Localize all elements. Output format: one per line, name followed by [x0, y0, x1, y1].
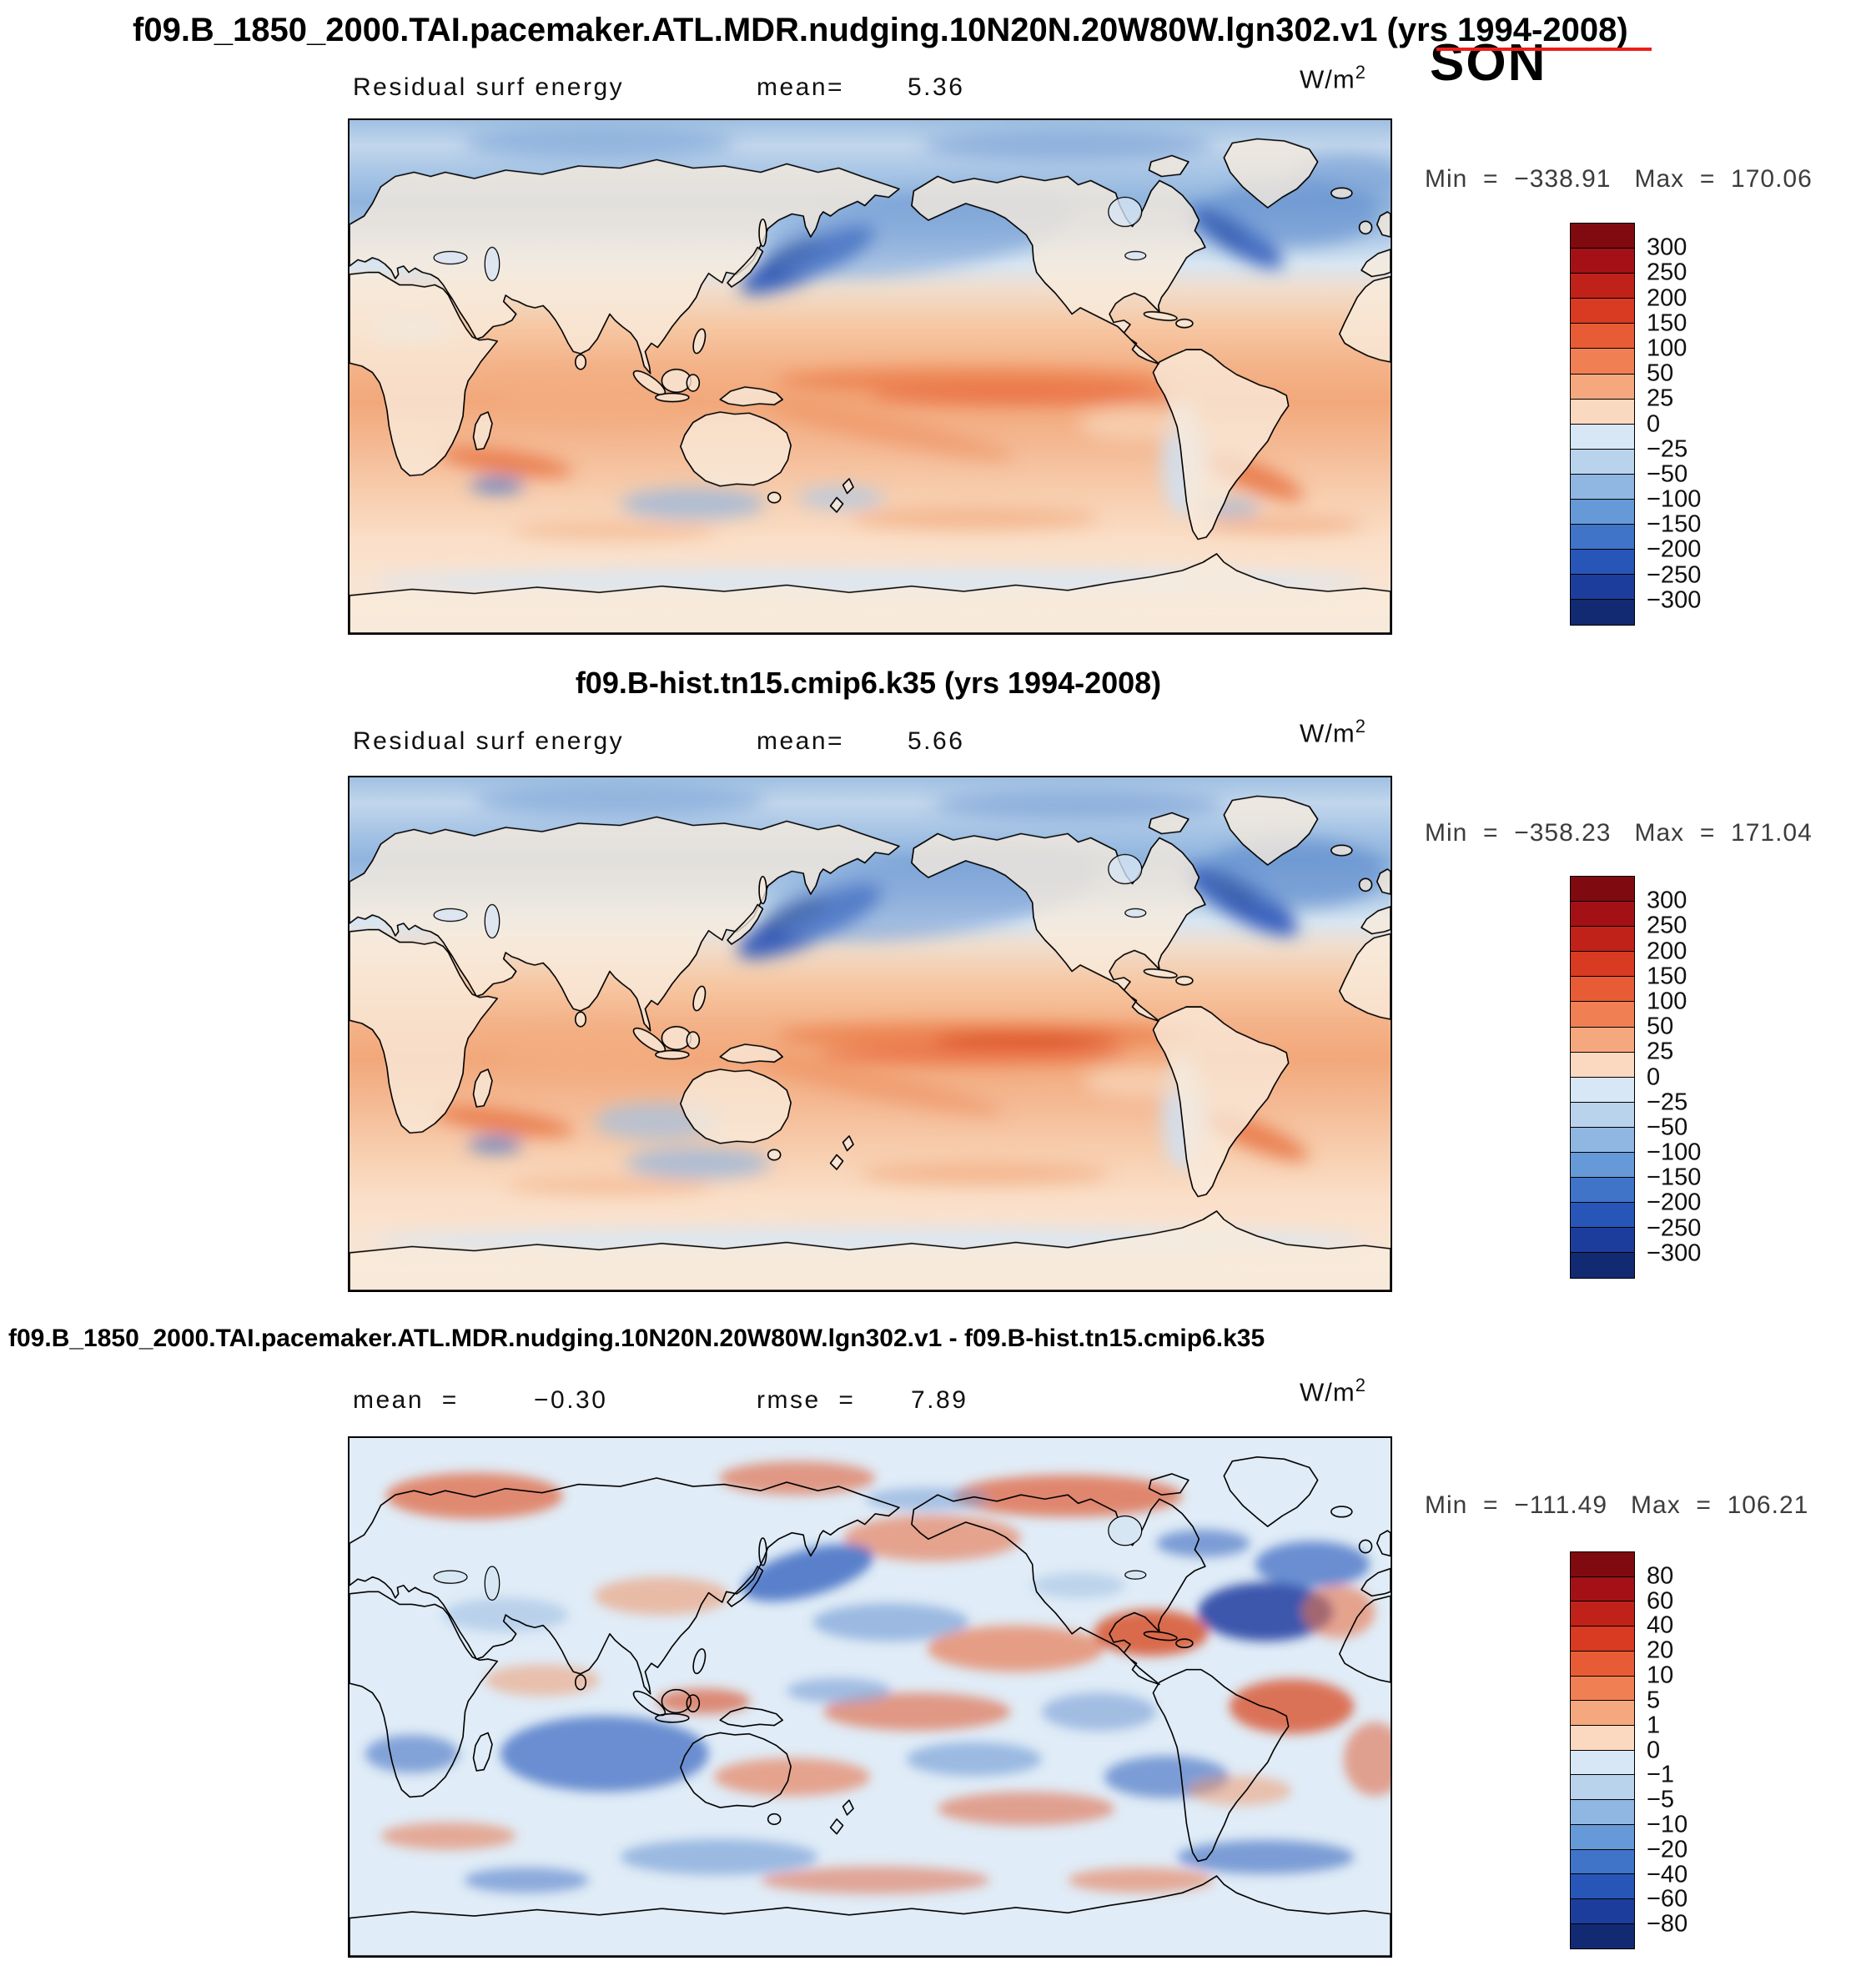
- map-panel-3: [348, 1436, 1392, 1958]
- colorbar-boxes: [1570, 876, 1635, 1280]
- panel3-title: f09.B_1850_2000.TAI.pacemaker.ATL.MDR.nu…: [8, 1325, 1265, 1352]
- panel1-units-exp: 2: [1355, 62, 1366, 83]
- season-label: SON: [1430, 34, 1547, 92]
- panel1-minmax: Min = −338.91 Max = 170.06: [1425, 165, 1813, 193]
- colorbar-panel-2: 300 250 200 150 100 50 25 0 −25 −50 −100 −150 −200 −2…: [1570, 876, 1701, 1280]
- panel2-title: f09.B-hist.tn15.cmip6.k35 (yrs 1994-2008…: [575, 666, 1162, 700]
- panel3-units-exp: 2: [1355, 1375, 1366, 1395]
- red-underline: [1436, 48, 1652, 51]
- map-panel-3-svg: [350, 1438, 1391, 1956]
- panel2-field-label: Residual surf energy: [353, 727, 625, 755]
- panel2-units-base: W/m: [1300, 718, 1355, 748]
- panel2-mean-label: mean=: [757, 727, 845, 755]
- map-panel-1-svg: [350, 120, 1391, 633]
- colorbar-labels: 80 60 40 20 10 5 1 0 −1 −5 −10 −20 −40 −60 −80: [1647, 1562, 1688, 1938]
- panel2-minmax: Min = −358.23 Max = 171.04: [1425, 819, 1813, 847]
- panel2-mean-value: 5.66: [908, 727, 965, 755]
- colorbar-labels: 300 250 200 150 100 50 25 0 −25 −50 −100 −150 −200 −2…: [1647, 887, 1702, 1267]
- panel3-minmax: Min = −111.49 Max = 106.21: [1425, 1491, 1809, 1519]
- panel3-units-base: W/m: [1300, 1377, 1355, 1407]
- map-panel-1: [348, 118, 1392, 635]
- panel2-units: W/m2: [1300, 716, 1366, 748]
- panel1-units-base: W/m: [1300, 64, 1355, 94]
- colorbar-panel-3: 80 60 40 20 10 5 1 0 −1 −5 −10 −20 −40 −60 −80: [1570, 1551, 1687, 1950]
- panel1-mean-label: mean=: [757, 73, 845, 101]
- colorbar-labels: 300 250 200 150 100 50 25 0 −25 −50 −100 −150 −200 −2…: [1647, 234, 1702, 614]
- colorbar-boxes: [1570, 1551, 1635, 1950]
- colorbar-panel-1: 300 250 200 150 100 50 25 0 −25 −50 −100 −150 −200 −2…: [1570, 223, 1701, 626]
- panel1-units: W/m2: [1300, 62, 1366, 94]
- panel3-mean-label: mean =: [353, 1386, 459, 1414]
- panel3-rmse-value: 7.89: [911, 1386, 968, 1414]
- panel2-units-exp: 2: [1355, 716, 1366, 737]
- anomaly-blobs: [370, 783, 1387, 1255]
- panel3-mean-value: −0.30: [534, 1386, 608, 1414]
- panel3-units: W/m2: [1300, 1375, 1366, 1407]
- colorbar-boxes: [1570, 223, 1635, 626]
- panel1-mean-value: 5.36: [908, 73, 965, 101]
- map-panel-2: [348, 776, 1392, 1292]
- map-panel-2-svg: [350, 777, 1391, 1290]
- panel3-rmse-label: rmse =: [757, 1386, 856, 1414]
- panel1-field-label: Residual surf energy: [353, 73, 625, 101]
- panel1-title: f09.B_1850_2000.TAI.pacemaker.ATL.MDR.nu…: [133, 12, 1628, 48]
